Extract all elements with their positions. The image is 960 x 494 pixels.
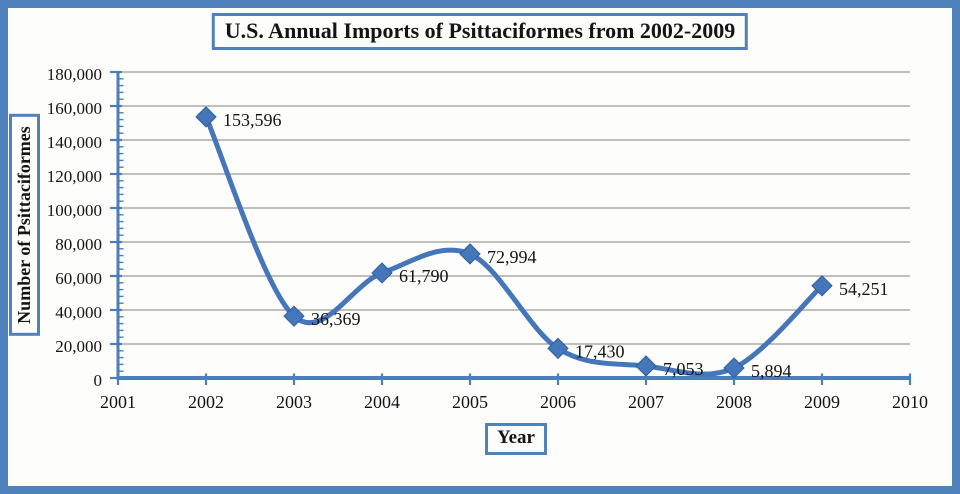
y-tick-label: 80,000: [55, 235, 102, 254]
data-label-2006: 17,430: [575, 341, 625, 361]
x-tick-label: 2007: [628, 392, 664, 412]
y-tick-label: 20,000: [55, 337, 102, 356]
data-point-marker-2003: [283, 305, 305, 327]
data-point-marker-2005: [459, 243, 481, 265]
y-tick-label: 120,000: [47, 167, 102, 186]
data-label-2008: 5,894: [751, 361, 792, 381]
y-tick-label: 0: [94, 371, 103, 390]
x-tick-label: 2008: [716, 392, 752, 412]
y-tick-label: 100,000: [47, 201, 102, 220]
data-point-marker-2002: [195, 106, 217, 128]
y-tick-label: 160,000: [47, 99, 102, 118]
chart-title: U.S. Annual Imports of Psittaciformes fr…: [211, 13, 749, 50]
data-point-marker-2009: [811, 275, 833, 297]
x-tick-label: 2009: [804, 392, 840, 412]
data-label-2002: 153,596: [223, 110, 282, 130]
y-tick-label: 140,000: [47, 133, 102, 152]
x-tick-label: 2006: [540, 392, 576, 412]
data-label-2007: 7,053: [663, 359, 704, 379]
x-tick-label: 2005: [452, 392, 488, 412]
data-point-marker-2006: [547, 337, 569, 360]
x-tick-label: 2001: [100, 392, 136, 412]
x-tick-label: 2003: [276, 392, 312, 412]
y-tick-label: 40,000: [55, 303, 102, 322]
series-line: [203, 114, 825, 377]
x-tick-label: 2004: [364, 392, 400, 412]
x-axis-title: Year: [485, 423, 547, 455]
data-label-2009: 54,251: [839, 279, 889, 299]
chart-svg: 0 20,000 40,000 60,000 80,000 100,000 120,000 1…: [47, 65, 928, 412]
y-tick-label: 60,000: [55, 269, 102, 288]
y-tick-label: 180,000: [47, 65, 102, 84]
data-point-marker-2007: [635, 355, 657, 377]
x-tick-label: 2002: [188, 392, 224, 412]
y-axis-title: Number of Psittaciformes: [9, 114, 40, 336]
data-label-2003: 36,369: [311, 309, 361, 329]
data-point-marker-2008: [723, 357, 745, 379]
data-point-marker-2004: [371, 262, 393, 284]
data-label-2005: 72,994: [487, 247, 537, 267]
data-label-2004: 61,790: [399, 266, 449, 286]
x-tick-label: 2010: [892, 392, 928, 412]
